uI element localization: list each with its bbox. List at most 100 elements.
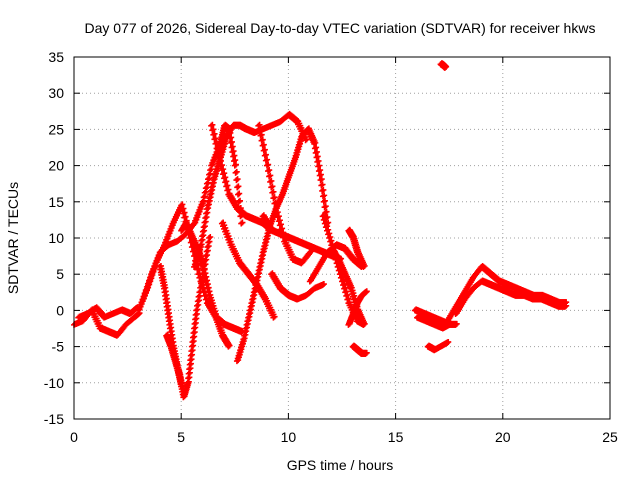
data-point-marker — [313, 144, 320, 151]
data-point-marker — [318, 182, 325, 189]
data-point-marker — [235, 191, 242, 198]
grid-lines — [74, 57, 610, 419]
data-point-marker — [311, 145, 318, 152]
data-point-marker — [222, 174, 229, 181]
data-point-marker — [201, 219, 208, 226]
data-point-marker — [271, 313, 278, 320]
x-tick-label: 20 — [495, 429, 511, 445]
series-arc-q — [349, 342, 370, 357]
series-arc-f — [191, 110, 310, 270]
data-point-marker — [276, 217, 283, 224]
data-point-marker — [272, 199, 279, 206]
data-point-marker — [320, 186, 327, 193]
series-arc-b — [139, 121, 246, 303]
data-point-marker — [201, 189, 208, 196]
data-point-marker — [258, 131, 265, 138]
data-point-marker — [213, 139, 220, 146]
data-point-marker — [209, 121, 216, 128]
series-arc-late-dip2 — [414, 313, 454, 332]
data-point-marker — [262, 239, 269, 246]
data-point-marker — [219, 162, 226, 169]
data-point-marker — [267, 172, 274, 179]
data-point-marker — [203, 210, 210, 217]
data-point-marker — [362, 289, 369, 296]
data-point-marker — [323, 208, 330, 215]
series-arc-l — [306, 241, 366, 285]
x-tick-label: 5 — [177, 429, 185, 445]
data-point-marker — [264, 156, 271, 163]
data-point-marker — [232, 157, 239, 164]
data-point-marker — [207, 167, 214, 174]
data-point-marker — [231, 162, 238, 169]
y-tick-label: 20 — [48, 158, 64, 174]
series-outlier — [437, 60, 450, 71]
data-point-marker — [235, 183, 242, 190]
data-point-marker — [317, 167, 324, 174]
series-arc-r — [345, 288, 370, 328]
data-point-marker — [225, 186, 232, 193]
data-point-marker — [312, 139, 319, 146]
data-point-marker — [317, 171, 324, 178]
data-point-marker — [233, 177, 240, 184]
data-point-marker — [220, 166, 227, 173]
data-point-marker — [193, 307, 200, 314]
data-point-marker — [181, 209, 188, 216]
series-arc-h — [208, 121, 272, 231]
data-point-marker — [216, 153, 223, 160]
data-point-marker — [276, 222, 283, 229]
data-point-marker — [362, 350, 369, 357]
data-point-marker — [211, 130, 218, 137]
data-points — [71, 60, 570, 401]
data-point-marker — [232, 169, 239, 176]
data-point-marker — [212, 135, 219, 142]
y-tick-label: 5 — [56, 266, 64, 282]
series-arc-j — [255, 121, 315, 267]
data-point-marker — [203, 180, 210, 187]
data-point-marker — [272, 206, 279, 213]
data-point-marker — [198, 237, 205, 244]
data-point-marker — [260, 141, 267, 148]
data-point-marker — [269, 189, 276, 196]
data-point-marker — [266, 173, 273, 180]
y-tick-label: 0 — [56, 302, 64, 318]
data-point-marker — [268, 177, 275, 184]
data-point-marker — [256, 121, 263, 128]
data-point-marker — [361, 262, 368, 269]
data-point-marker — [320, 281, 327, 288]
y-tick-label: -15 — [44, 411, 64, 427]
data-point-marker — [271, 194, 278, 201]
data-point-marker — [194, 302, 201, 309]
data-point-marker — [316, 172, 323, 179]
y-tick-label: -10 — [44, 375, 64, 391]
data-point-marker — [205, 239, 212, 246]
data-point-marker — [263, 151, 270, 158]
x-axis-label: GPS time / hours — [287, 457, 394, 473]
data-point-marker — [257, 260, 264, 267]
y-axis-label: SDTVAR / TECUs — [5, 182, 21, 294]
data-point-marker — [205, 176, 211, 183]
x-tick-label: 15 — [388, 429, 404, 445]
data-point-marker — [199, 228, 206, 235]
data-point-marker — [236, 190, 243, 197]
data-point-marker — [446, 321, 453, 328]
data-point-marker — [194, 298, 201, 305]
data-point-marker — [230, 148, 237, 155]
data-point-marker — [278, 221, 285, 228]
data-point-marker — [238, 220, 245, 227]
data-point-marker — [195, 293, 202, 300]
data-point-marker — [443, 63, 450, 70]
data-point-marker — [445, 338, 452, 345]
data-point-marker — [447, 320, 454, 327]
x-tick-label: 25 — [602, 429, 618, 445]
data-point-marker — [180, 205, 187, 212]
data-point-marker — [321, 192, 328, 199]
y-tick-label: 30 — [48, 85, 64, 101]
data-point-marker — [217, 157, 224, 164]
data-point-marker — [319, 181, 326, 188]
data-point-marker — [269, 183, 276, 190]
data-point-marker — [182, 213, 189, 220]
x-tick-label: 0 — [70, 429, 78, 445]
data-point-marker — [239, 219, 246, 226]
series-arc-n — [268, 270, 327, 303]
y-tick-label: 25 — [48, 121, 64, 137]
